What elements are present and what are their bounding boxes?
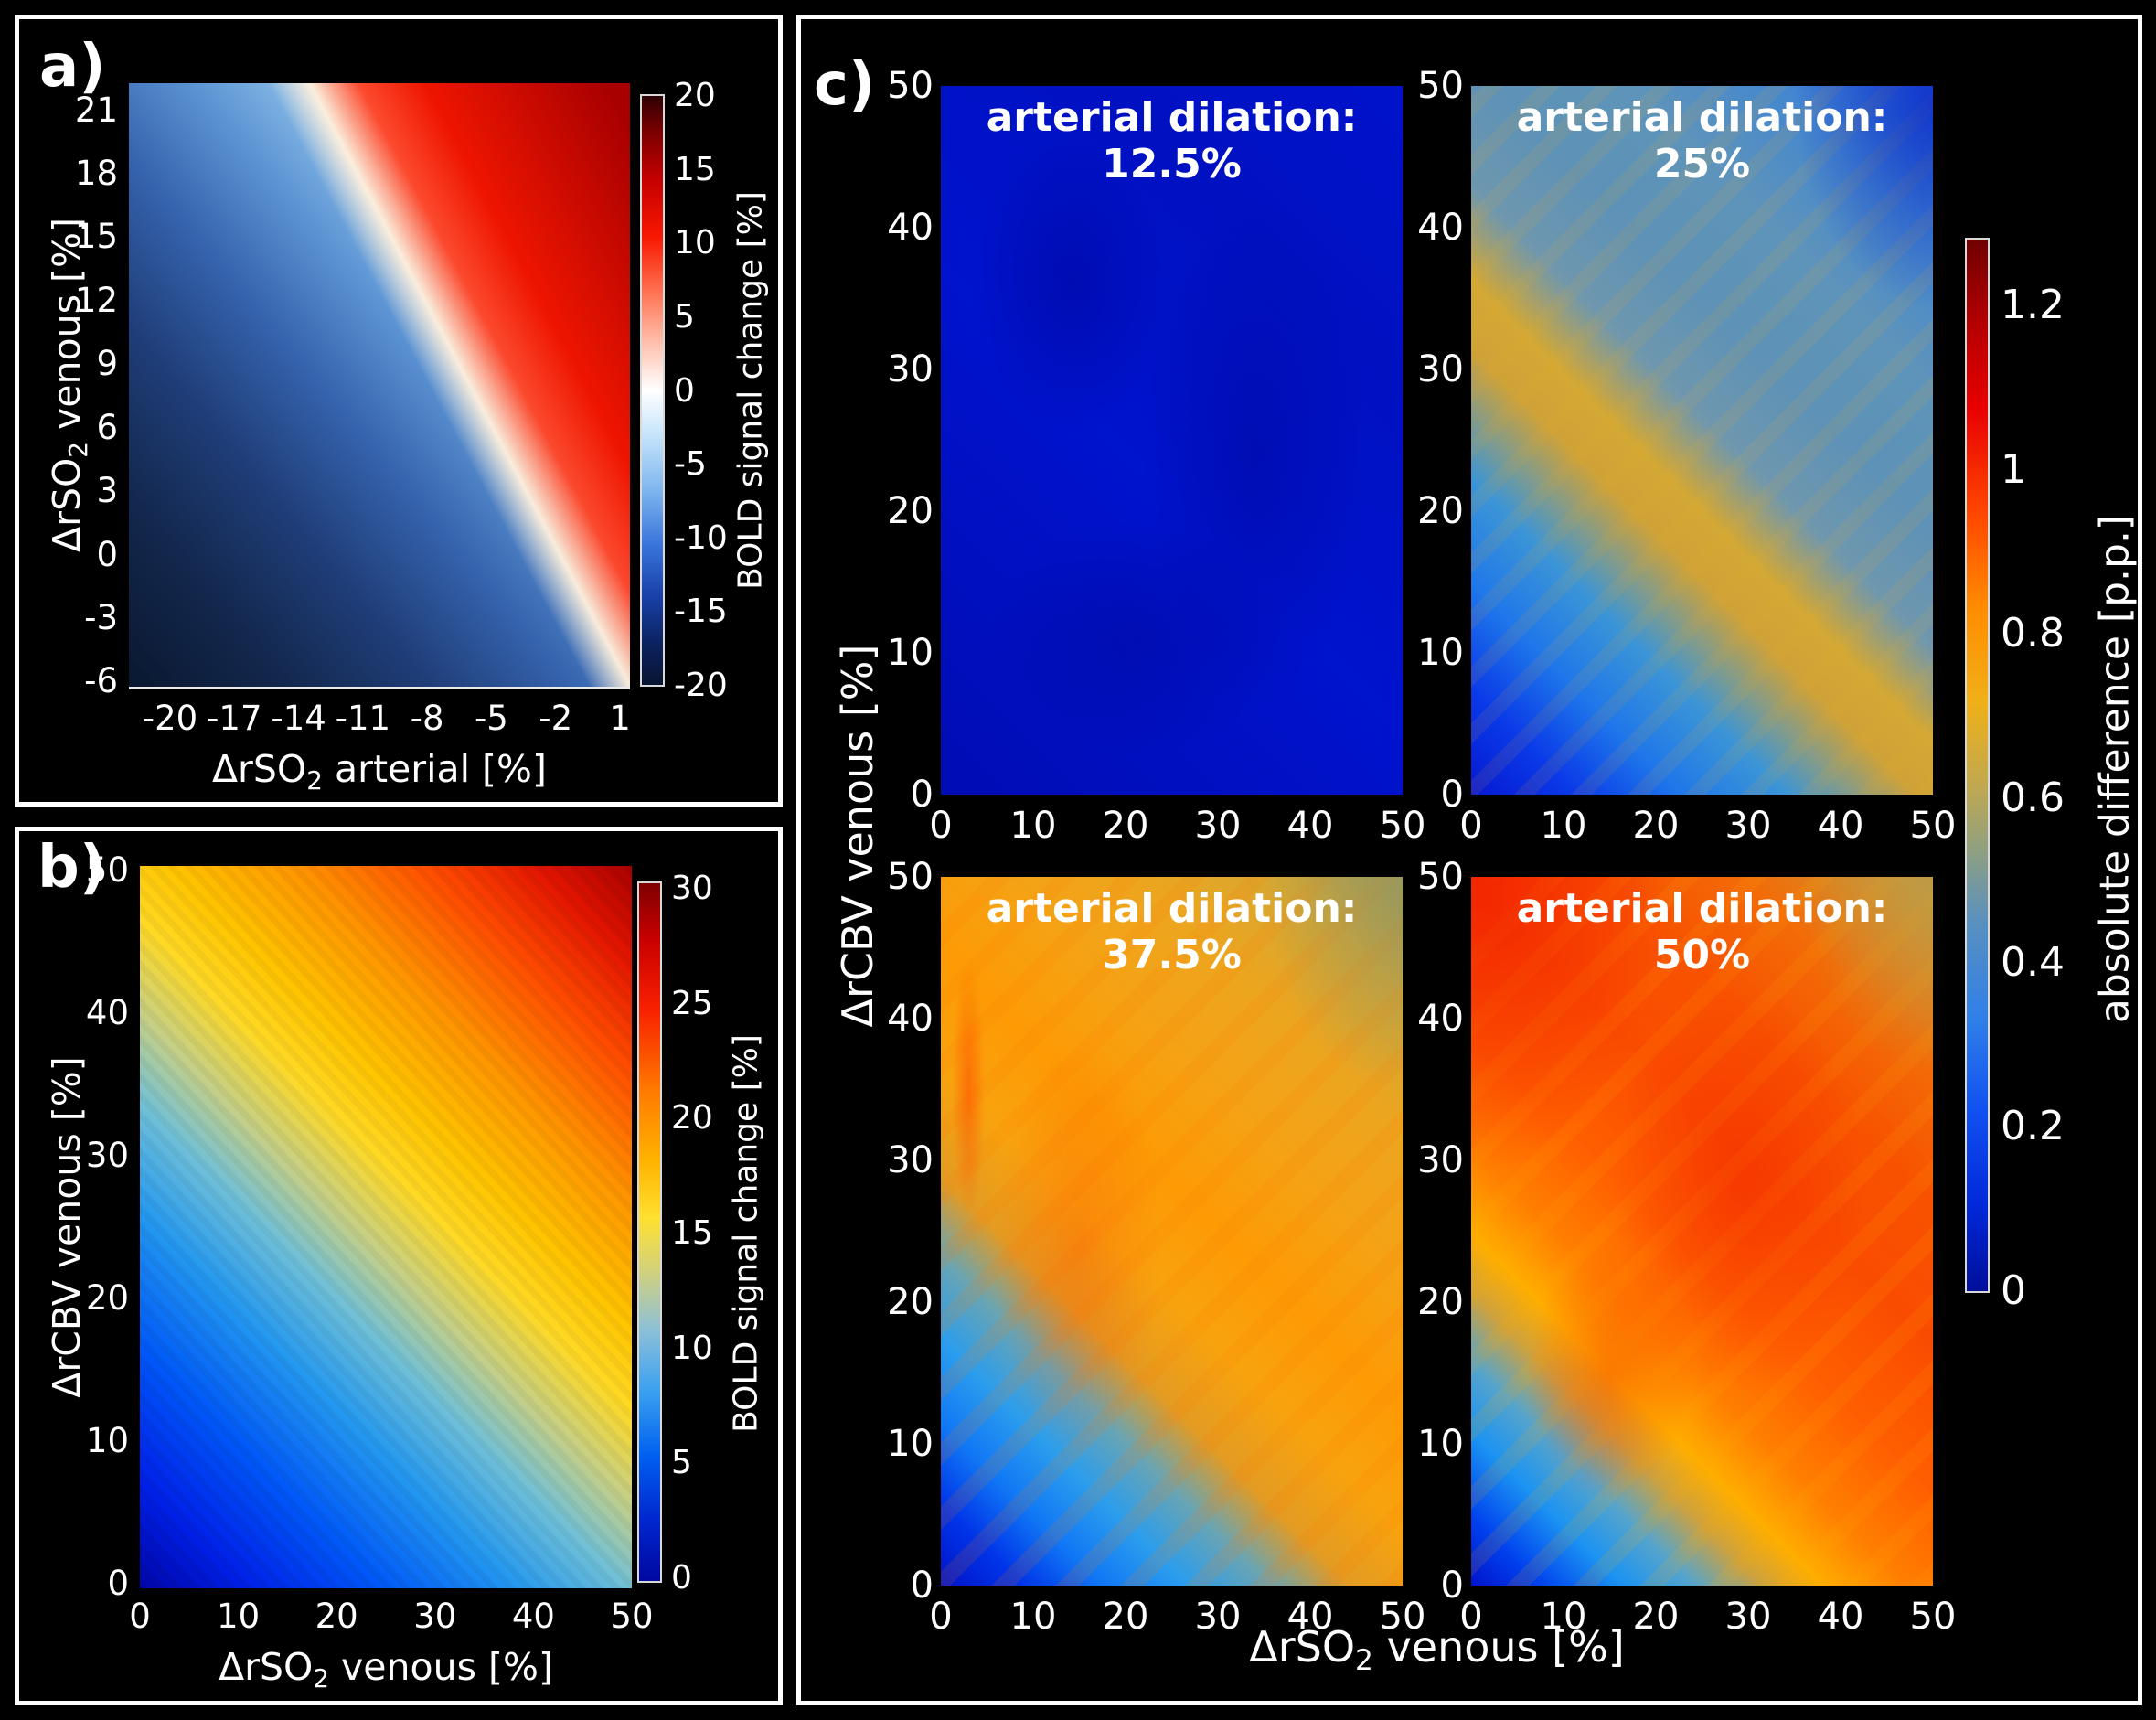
panel-b-y-ticks: 50 40 30 20 10 0	[85, 849, 129, 1603]
panel-b-x-ticks: 0 10 20 30 40 50	[129, 1597, 654, 1636]
subplot-title: arterial dilation: 12.5%	[941, 94, 1403, 187]
x-label-suffix: arterial [%]	[322, 747, 547, 791]
panel-b-colorbar-ticks: 30 25 20 15 10 5 0	[671, 870, 713, 1597]
panel-c: c) arterial dilation: 12.5% 50 40 30 20 10 0 …	[796, 15, 2142, 1705]
y-label-text: ΔrSO	[45, 457, 89, 552]
subplot-title-line2: 50%	[1653, 931, 1751, 978]
subplot-heatmap: arterial dilation: 25%	[1471, 86, 1933, 795]
subplot-y-ticks: 50 40 30 20 10 0	[887, 856, 934, 1607]
subplot-arterial-dilation-12-5: arterial dilation: 12.5% 50 40 30 20 10 0 0 10…	[887, 68, 1425, 844]
panel-a-x-axis-label: ΔrSO2 arterial [%]	[129, 747, 630, 796]
subplot-title: arterial dilation: 50%	[1471, 885, 1933, 978]
panel-c-colorbar-label: absolute difference [p.p.]	[2091, 514, 2139, 1024]
subplot-arterial-dilation-37-5: arterial dilation: 37.5% 50 40 30 20 10 0 0 10…	[887, 859, 1425, 1635]
y-label-subscript: 2	[62, 441, 93, 458]
panel-b-x-axis-label: ΔrSO2 venous [%]	[140, 1645, 632, 1693]
panel-c-shared-y-axis-label: ΔrCBV venous [%]	[833, 644, 882, 1028]
panel-a-letter: a)	[39, 33, 106, 101]
subplot-title-line1: arterial dilation:	[986, 94, 1358, 141]
x-label-subscript: 2	[1355, 1643, 1373, 1677]
panel-b-colorbar	[637, 881, 662, 1583]
panel-a-colorbar-label: BOLD signal change [%]	[731, 191, 770, 590]
panel-b-heatmap	[140, 866, 632, 1588]
panel-b-letter: b)	[37, 834, 107, 902]
panel-a-colorbar	[640, 94, 665, 687]
subplot-title-line2: 25%	[1653, 140, 1751, 187]
x-label-subscript: 2	[313, 1662, 330, 1693]
subplot-x-ticks: 0 10 20 30 40 50	[929, 805, 1426, 847]
subplot-title-line1: arterial dilation:	[1516, 94, 1888, 141]
x-label-text: ΔrSO	[211, 747, 307, 791]
subplot-x-ticks: 0 10 20 30 40 50	[929, 1596, 1426, 1638]
panel-c-colorbar	[1965, 238, 1990, 1293]
subplot-heatmap: arterial dilation: 37.5%	[941, 877, 1403, 1586]
subplot-title-line2: 12.5%	[1102, 140, 1242, 187]
x-label-text: ΔrSO	[1249, 1622, 1356, 1672]
panel-a-y-axis-label: ΔrSO2 venous [%]	[45, 218, 93, 552]
panel-c-letter: c)	[814, 51, 876, 119]
panel-b: b) 50 40 30 20 10 0 0 10 20 30 40 50 ΔrSO2 venous …	[15, 827, 783, 1705]
panel-a-heatmap	[129, 83, 630, 689]
panel-a-x-ticks: -20 -17 -14 -11 -8 -5 -2 1	[142, 699, 631, 738]
y-label-text: ΔrCBV venous [%]	[45, 1056, 89, 1398]
x-label-subscript: 2	[306, 764, 323, 796]
panel-c-shared-x-axis-label: ΔrSO2 venous [%]	[941, 1622, 1933, 1677]
x-label-suffix: venous [%]	[1372, 1622, 1625, 1672]
subplot-title-line2: 37.5%	[1102, 931, 1242, 978]
panel-a-y-ticks: 21 18 15 12 9 6 3 0 -3 -6	[74, 90, 118, 701]
panel-a: a) 21 18 15 12 9 6 3 0 -3 -6 -20 -17 -14 -11 -8 -5 -2 1 …	[15, 15, 783, 807]
panel-a-colorbar-ticks: 20 15 10 5 0 -5 -10 -15 -20	[674, 77, 728, 704]
subplot-heatmap: arterial dilation: 12.5%	[941, 86, 1403, 795]
subplot-y-ticks: 50 40 30 20 10 0	[1417, 65, 1464, 816]
y-label-suffix: venous [%]	[45, 218, 89, 442]
panel-b-y-axis-label: ΔrCBV venous [%]	[45, 1056, 89, 1397]
panel-c-colorbar-ticks: 1.2 1 0.8 0.6 0.4 0.2 0	[2001, 282, 2065, 1314]
subplot-heatmap: arterial dilation: 50%	[1471, 877, 1933, 1586]
subplot-title-line1: arterial dilation:	[986, 885, 1358, 932]
subplot-arterial-dilation-50: arterial dilation: 50% 50 40 30 20 10 0 0 10 20…	[1417, 859, 1956, 1635]
subplot-title: arterial dilation: 25%	[1471, 94, 1933, 187]
subplot-title-line1: arterial dilation:	[1516, 885, 1888, 932]
x-label-text: ΔrSO	[219, 1645, 314, 1689]
panel-b-colorbar-label: BOLD signal change [%]	[727, 1034, 765, 1433]
subplot-title: arterial dilation: 37.5%	[941, 885, 1403, 978]
subplot-arterial-dilation-25: arterial dilation: 25% 50 40 30 20 10 0 0 10 20…	[1417, 68, 1956, 844]
subplot-y-ticks: 50 40 30 20 10 0	[1417, 856, 1464, 1607]
x-label-suffix: venous [%]	[329, 1645, 553, 1689]
subplot-x-ticks: 0 10 20 30 40 50	[1459, 805, 1957, 847]
